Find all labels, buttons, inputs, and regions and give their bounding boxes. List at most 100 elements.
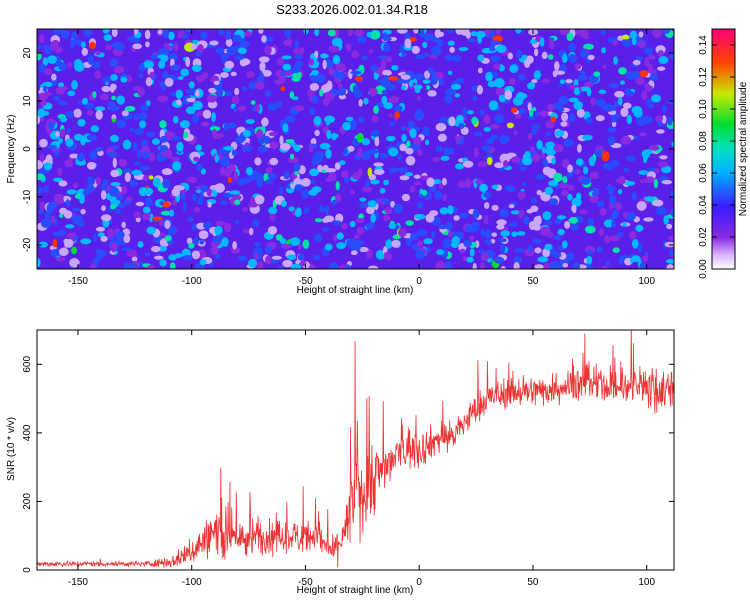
x-tick-label: 50 bbox=[527, 577, 539, 588]
heat-blob bbox=[625, 88, 631, 96]
heat-blob bbox=[311, 95, 319, 104]
heat-blob bbox=[561, 112, 569, 122]
heat-blob bbox=[495, 29, 502, 35]
heat-blob bbox=[454, 135, 462, 142]
heat-blob bbox=[326, 129, 332, 140]
snr-x-ticks: -150 -100 -50 0 50 100 bbox=[68, 330, 655, 588]
heat-blob bbox=[87, 176, 96, 186]
heat-blob bbox=[53, 177, 63, 182]
heat-blob bbox=[579, 209, 589, 215]
heat-blob bbox=[535, 173, 545, 180]
heat-blob bbox=[529, 221, 536, 230]
heat-blob bbox=[164, 235, 172, 242]
heat-blob bbox=[618, 96, 623, 106]
heat-blob bbox=[413, 84, 423, 90]
heat-blob bbox=[232, 34, 242, 43]
heat-blob bbox=[508, 204, 515, 209]
heat-blob bbox=[435, 72, 444, 79]
heat-blob bbox=[506, 122, 514, 129]
heat-blob bbox=[565, 79, 573, 84]
heat-blob bbox=[471, 116, 478, 125]
heat-blob bbox=[629, 258, 635, 263]
heat-blob bbox=[430, 46, 442, 57]
heat-blob bbox=[146, 100, 151, 107]
heat-blob bbox=[472, 95, 478, 101]
heat-blob bbox=[279, 135, 284, 146]
heat-blob bbox=[490, 55, 501, 62]
heat-blob bbox=[493, 63, 501, 70]
heat-blob bbox=[192, 113, 199, 124]
heat-blob bbox=[553, 172, 563, 182]
heat-blob bbox=[256, 129, 263, 139]
heat-blob bbox=[103, 34, 113, 42]
heat-blob bbox=[614, 90, 625, 98]
heat-blob bbox=[367, 200, 377, 208]
heat-blob bbox=[457, 231, 464, 240]
heat-blob bbox=[112, 157, 117, 168]
heat-blob bbox=[328, 45, 340, 53]
heat-blob bbox=[448, 230, 453, 239]
heat-blob bbox=[364, 179, 370, 188]
heat-blob bbox=[435, 260, 446, 269]
heat-blob bbox=[322, 164, 329, 171]
heat-blob bbox=[657, 161, 668, 168]
heat-blob bbox=[246, 145, 252, 153]
heat-blob bbox=[385, 56, 393, 63]
heat-blob bbox=[477, 161, 488, 168]
heat-blob bbox=[522, 181, 527, 186]
heat-blob bbox=[401, 193, 410, 202]
heat-blob bbox=[541, 51, 548, 60]
heat-blob bbox=[636, 201, 647, 211]
y-tick-label: -10 bbox=[22, 189, 33, 204]
heat-blob bbox=[659, 155, 668, 160]
heat-blob bbox=[661, 180, 672, 185]
heat-blob bbox=[353, 234, 360, 239]
heat-blob bbox=[314, 29, 320, 37]
heat-blob bbox=[73, 108, 82, 118]
heat-blob bbox=[319, 142, 331, 150]
heat-blob bbox=[268, 206, 278, 215]
heat-blob bbox=[612, 247, 620, 254]
heat-blob bbox=[646, 167, 657, 172]
heat-blob bbox=[545, 120, 555, 129]
heat-blob bbox=[644, 86, 653, 92]
heat-blob bbox=[532, 107, 537, 112]
heat-blob bbox=[252, 218, 260, 228]
heat-blob bbox=[639, 262, 646, 269]
heat-blob bbox=[325, 205, 330, 215]
heat-blob bbox=[173, 185, 185, 191]
heat-blob bbox=[352, 84, 359, 95]
heat-blob bbox=[567, 164, 573, 173]
heat-blob bbox=[624, 180, 636, 186]
heat-blob bbox=[499, 208, 509, 218]
y-tick-label: 200 bbox=[22, 493, 33, 510]
heat-blob bbox=[577, 144, 582, 153]
heat-blob bbox=[568, 43, 577, 53]
heat-blob bbox=[593, 71, 601, 77]
heat-blob bbox=[83, 29, 93, 37]
heat-blob bbox=[121, 185, 128, 195]
heat-blob bbox=[438, 224, 448, 230]
heat-blob bbox=[611, 105, 617, 111]
heat-blob bbox=[195, 75, 205, 82]
heat-blob bbox=[652, 29, 662, 38]
heat-blob bbox=[206, 188, 212, 197]
heat-blob bbox=[200, 184, 209, 193]
heat-blob bbox=[424, 51, 430, 58]
heat-blob bbox=[169, 209, 175, 217]
heat-blob bbox=[76, 39, 82, 47]
heat-blob bbox=[38, 209, 44, 215]
heat-blob bbox=[118, 203, 125, 209]
heat-blob bbox=[431, 74, 438, 85]
heat-blob bbox=[60, 85, 68, 91]
heat-blob bbox=[446, 29, 454, 34]
heat-blob bbox=[522, 156, 533, 166]
heat-blob bbox=[491, 232, 497, 237]
heat-blob bbox=[504, 90, 512, 100]
heat-blob bbox=[531, 153, 541, 163]
heat-blob bbox=[413, 29, 419, 34]
heat-blob bbox=[310, 179, 316, 185]
heat-blob bbox=[388, 96, 400, 104]
heat-blob bbox=[558, 96, 569, 105]
